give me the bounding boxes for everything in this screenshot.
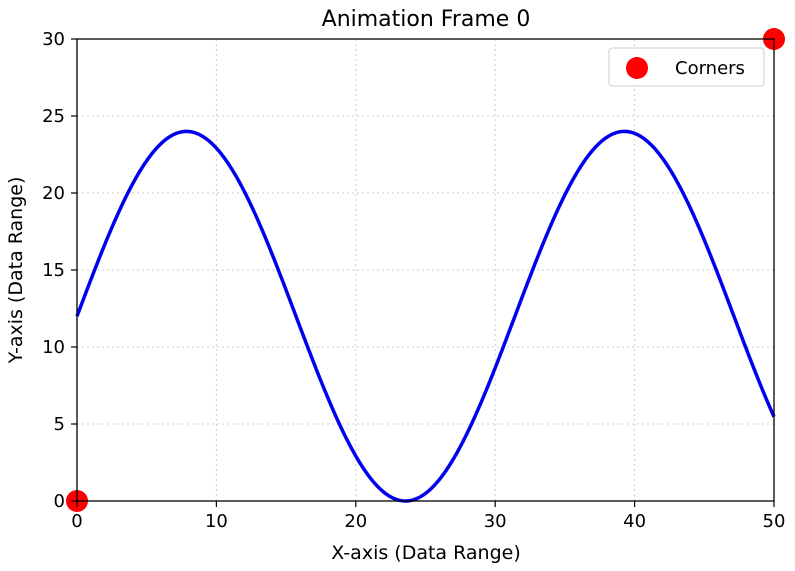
x-tick-label: 50 [763,511,786,532]
x-axis-ticks: 0 10 20 30 40 50 [71,501,785,532]
y-tick-label: 5 [54,414,65,435]
legend-label-corners: Corners [675,58,745,79]
grid [76,38,775,502]
y-tick-label: 25 [42,106,65,127]
x-tick-label: 30 [484,511,507,532]
y-tick-label: 10 [42,337,65,358]
x-tick-label: 40 [623,511,646,532]
plot-frame [76,38,775,502]
legend-box [608,47,765,87]
y-tick-label: 15 [42,260,65,281]
x-tick-label: 20 [344,511,367,532]
x-tick-label: 10 [205,511,228,532]
x-tick-label: 0 [71,511,82,532]
y-axis-label: Y-axis (Data Range) [5,177,27,365]
chart-title: Animation Frame 0 [322,7,531,32]
y-tick-label: 0 [54,491,65,512]
y-axis-ticks: 0 5 10 15 20 25 30 [42,29,77,512]
legend: Corners [608,47,765,87]
legend-marker-corners [626,57,648,79]
y-tick-label: 30 [42,29,65,50]
y-tick-label: 20 [42,183,65,204]
x-axis-label: X-axis (Data Range) [331,542,520,564]
series-line [75,129,776,503]
